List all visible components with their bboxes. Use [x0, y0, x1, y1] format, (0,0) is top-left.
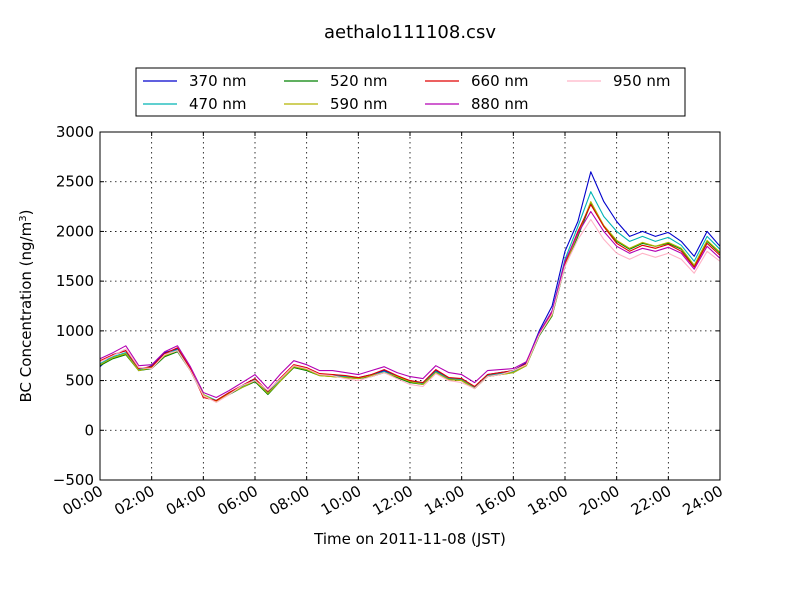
y-tick-label: 2500 — [56, 173, 94, 191]
x-tick-label: 22:00 — [628, 482, 674, 519]
x-tick-label: 14:00 — [421, 482, 467, 519]
legend: 370 nm 470 nm 520 nm 590 nm 660 nm 880 nm 950 … — [135, 67, 686, 117]
series-line-660-nm — [99, 204, 721, 402]
legend-label: 590 nm — [330, 95, 388, 113]
series-line-950-nm — [99, 218, 721, 403]
legend-label: 880 nm — [471, 95, 529, 113]
x-tick-label: 24:00 — [680, 482, 726, 519]
x-tick-label: 08:00 — [266, 482, 312, 519]
series-lines — [99, 171, 721, 403]
x-tick-label: 18:00 — [525, 482, 571, 519]
y-axis-label-superscript: 3 — [18, 215, 29, 221]
legend-label: 370 nm — [189, 72, 247, 90]
x-tick-label: 16:00 — [473, 482, 519, 519]
y-tick-label: 2000 — [56, 222, 94, 240]
y-tick-label: 3000 — [56, 123, 94, 141]
y-tick-label: −500 — [53, 471, 94, 489]
y-axis-ticks: −500 0 500 1000 1500 2000 2500 3000 — [53, 123, 720, 489]
x-tick-label: 02:00 — [111, 482, 157, 519]
legend-box — [135, 67, 686, 117]
y-axis-label: BC Concentration (ng/m3) — [17, 210, 35, 403]
series-line-370-nm — [99, 171, 721, 402]
y-tick-label: 0 — [84, 421, 94, 439]
series-line-880-nm — [99, 210, 721, 399]
x-axis-label: Time on 2011-11-08 (JST) — [313, 530, 506, 548]
x-axis-ticks: 00:00 02:00 04:00 06:00 08:00 10:00 12:00 14:00… — [60, 132, 726, 519]
y-tick-label: 1500 — [56, 272, 94, 290]
x-tick-label: 04:00 — [163, 482, 209, 519]
legend-label: 660 nm — [471, 72, 529, 90]
y-tick-label: 1000 — [56, 322, 94, 340]
x-tick-label: 10:00 — [318, 482, 364, 519]
x-tick-label: 20:00 — [576, 482, 622, 519]
legend-label: 470 nm — [189, 95, 247, 113]
y-tick-label: 500 — [65, 372, 94, 390]
x-tick-label: 12:00 — [370, 482, 416, 519]
legend-label: 520 nm — [330, 72, 388, 90]
x-tick-label: 06:00 — [215, 482, 261, 519]
legend-label: 950 nm — [613, 72, 671, 90]
grid — [100, 132, 720, 480]
chart-title: aethalo111108.csv — [324, 22, 496, 43]
